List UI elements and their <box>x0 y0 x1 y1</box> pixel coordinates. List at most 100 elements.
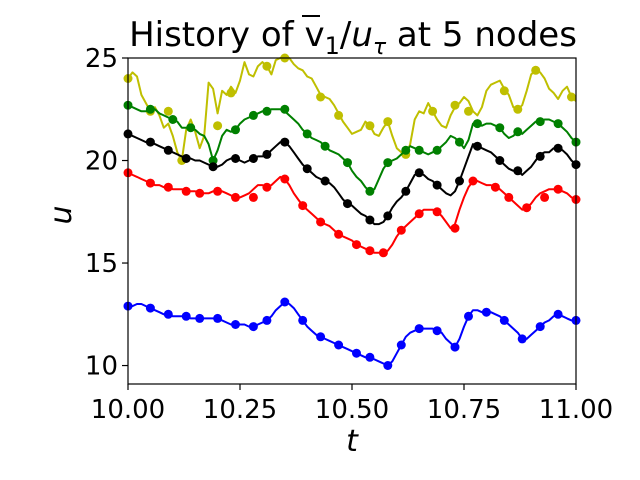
series-3-line <box>127 132 577 226</box>
series-3-point <box>343 199 352 209</box>
y-tick-label: 15 <box>85 249 118 279</box>
series-1-point <box>226 88 236 98</box>
series-5-point <box>464 311 473 321</box>
title-prefix: History of <box>129 15 304 55</box>
series-5-point <box>181 311 191 321</box>
series-5-point <box>352 348 361 358</box>
series-4-point <box>262 182 272 192</box>
series-2-point <box>365 186 375 196</box>
y-axis-label: u <box>44 205 79 224</box>
series-4-point <box>195 188 205 198</box>
series-3-point <box>365 215 375 225</box>
series-4-point <box>378 248 388 258</box>
title-slash: / <box>340 15 352 55</box>
series-3-point <box>472 141 482 151</box>
series-4-point <box>352 240 361 250</box>
series-2-point <box>513 127 523 137</box>
series-2-point <box>401 145 411 155</box>
series-4-line <box>127 171 577 254</box>
title-var2: u <box>351 15 373 55</box>
chart-title: History of v1/uτ at 5 nodes <box>129 15 577 60</box>
x-tick-label: 11.00 <box>539 395 613 425</box>
series-5-point <box>145 303 155 313</box>
series-1-point <box>464 106 473 116</box>
series-3-point <box>208 162 218 172</box>
series-5-point <box>517 334 527 344</box>
series-2-point <box>145 104 155 114</box>
series-1-point <box>383 117 393 127</box>
series-2-point <box>472 119 482 129</box>
x-tick-label: 10.50 <box>315 395 389 425</box>
series-4-point <box>163 182 173 192</box>
series-5-point <box>262 315 272 325</box>
series-2-point <box>208 156 218 165</box>
x-tick-label: 10.25 <box>203 395 277 425</box>
series-3-point <box>383 211 393 221</box>
y-tick-label: 20 <box>85 147 118 177</box>
series-2-point <box>343 158 352 168</box>
series-5-point <box>396 340 406 350</box>
series-5-point <box>316 332 326 342</box>
series-5 <box>123 297 581 370</box>
series-2-point <box>168 115 178 124</box>
series-3 <box>123 129 581 226</box>
series-3-point <box>163 145 173 155</box>
x-tick-label: 10.00 <box>91 395 165 425</box>
tick-layer: 10.00 10.25 10.50 10.75 11.00 10 15 20 25 <box>85 44 613 425</box>
series-1 <box>123 53 577 165</box>
series-5-point <box>499 315 509 325</box>
title-suffix: at 5 nodes <box>386 15 577 55</box>
series-1-line <box>127 57 577 162</box>
series-4 <box>123 168 581 258</box>
series-1-point <box>428 106 438 116</box>
series-5-point <box>334 340 344 350</box>
series-5-point <box>195 313 205 323</box>
series-2-point <box>186 123 196 133</box>
series-5-point <box>231 320 240 329</box>
series-2-point <box>535 117 545 127</box>
series-4-point <box>365 246 375 256</box>
series-5-line <box>128 301 576 367</box>
series-5-point <box>298 315 308 325</box>
series-5-point <box>535 322 545 332</box>
y-tick-label: 25 <box>85 44 118 74</box>
x-axis-label: t <box>346 424 359 459</box>
series-3-point <box>414 168 424 178</box>
series-5-point <box>248 322 258 332</box>
series-1-point <box>450 100 460 110</box>
series-5-point <box>163 309 173 319</box>
series-3-point <box>535 151 545 161</box>
series-5-point <box>280 297 290 307</box>
series-2-point <box>302 129 312 139</box>
series-4-point <box>504 192 514 202</box>
series-3-point <box>302 164 312 174</box>
x-tick-label: 10.75 <box>427 395 501 425</box>
series-3-point <box>181 154 191 163</box>
series-3-point <box>145 137 155 147</box>
series-2-point <box>383 158 393 168</box>
series-3-point <box>248 154 258 163</box>
series-3-point <box>231 154 240 163</box>
series-4-point <box>298 201 308 211</box>
series-2-point <box>280 104 290 114</box>
series-5-point <box>383 361 393 370</box>
series-4-point <box>181 186 191 196</box>
series-4-point <box>280 174 290 184</box>
series-5-point <box>414 324 424 334</box>
series-5-point <box>213 313 223 323</box>
series-4-point <box>553 184 563 194</box>
series-2-point <box>432 145 442 155</box>
series-4-point <box>490 182 500 192</box>
series-2-point <box>414 145 424 155</box>
series-2-point <box>248 110 258 120</box>
series-5-point <box>450 342 460 352</box>
series-1-point <box>365 121 375 131</box>
series-1-point <box>213 121 223 131</box>
series-1-point <box>567 92 576 102</box>
title-sub2: τ <box>373 35 387 60</box>
series-4-point <box>540 192 550 202</box>
series-3-point <box>553 143 563 153</box>
series-1-point <box>262 61 272 71</box>
series-2-point <box>495 123 505 133</box>
series-5-point <box>481 307 491 317</box>
